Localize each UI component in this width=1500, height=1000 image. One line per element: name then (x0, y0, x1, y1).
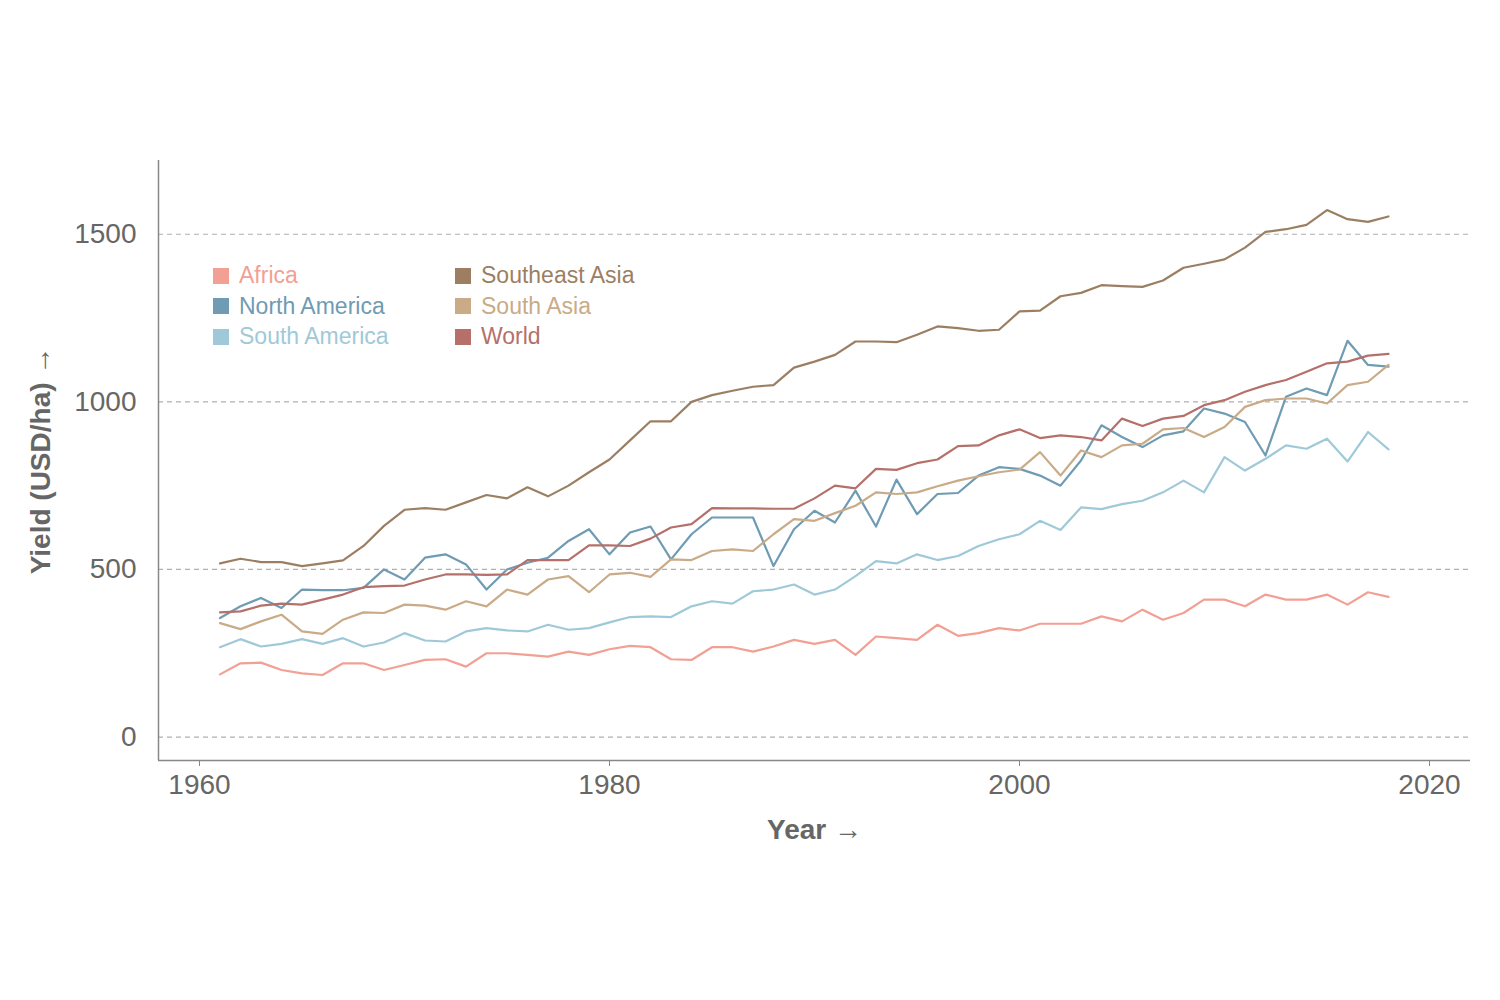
html-text:World: World (481, 323, 541, 349)
svg-text:Year →: Year → (767, 814, 862, 845)
svg-text:Yield (USD/ha) →: Yield (USD/ha) → (25, 347, 56, 575)
svg-text:1960: 1960 (168, 769, 230, 800)
html-text:Southeast Asia: Southeast Asia (481, 262, 635, 288)
svg-text:0: 0 (121, 721, 137, 752)
svg-text:2000: 2000 (988, 769, 1050, 800)
svg-text:1500: 1500 (74, 218, 136, 249)
svg-text:1980: 1980 (578, 769, 640, 800)
html-text:North America: North America (239, 292, 385, 319)
svg-text:1000: 1000 (74, 386, 136, 417)
html-text:South Asia: South Asia (481, 292, 591, 319)
svg-text:500: 500 (90, 553, 137, 584)
html-text:Africa: Africa (239, 262, 298, 288)
svg-text:2020: 2020 (1398, 769, 1460, 800)
html-text:South America: South America (239, 323, 389, 349)
